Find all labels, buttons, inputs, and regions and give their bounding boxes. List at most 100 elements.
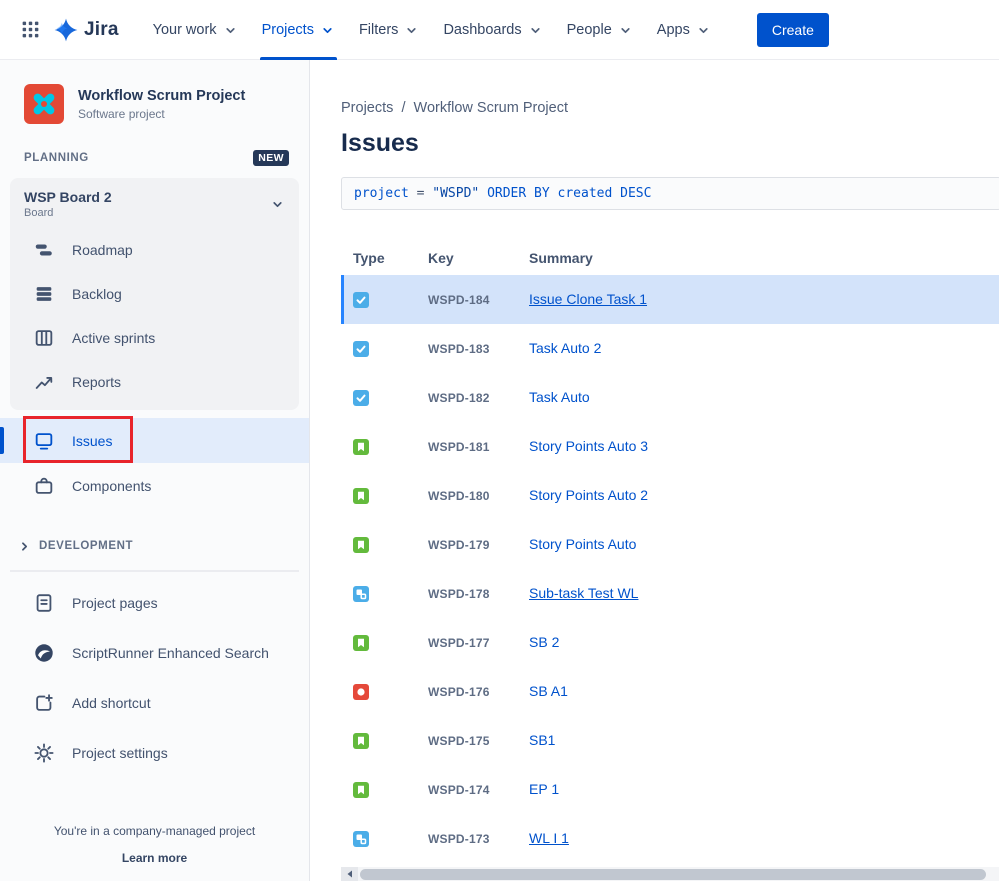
issue-link[interactable]: SB A1 — [529, 682, 568, 699]
sidebar-footer: You're in a company-managed project Lear… — [0, 824, 309, 865]
table-row[interactable]: WSPD-178 Sub-task Test WL — [341, 569, 999, 618]
sidebar-item-label: Issues — [72, 432, 113, 449]
table-row[interactable]: WSPD-183 Task Auto 2 — [341, 324, 999, 373]
issue-summary-cell: Story Points Auto — [529, 536, 999, 554]
issue-link[interactable]: WL I 1 — [529, 829, 569, 846]
issue-key: WSPD-176 — [428, 684, 490, 699]
sidebar-item-label: ScriptRunner Enhanced Search — [72, 645, 269, 661]
chevron-down-icon — [528, 23, 543, 38]
issue-summary-cell: WL I 1 — [529, 830, 999, 848]
issue-link[interactable]: EP 1 — [529, 780, 560, 797]
table-row[interactable]: WSPD-181 Story Points Auto 3 — [341, 422, 999, 471]
sidebar-item-components[interactable]: Components — [0, 463, 309, 508]
chevron-down-icon — [320, 23, 335, 38]
table-row[interactable]: WSPD-179 Story Points Auto — [341, 520, 999, 569]
sidebar-item-reports[interactable]: Reports — [10, 360, 299, 404]
issue-link[interactable]: SB1 — [529, 731, 556, 748]
project-avatar — [24, 84, 64, 124]
sidebar-item-active-sprints[interactable]: Active sprints — [10, 316, 299, 360]
learn-more-link[interactable]: Learn more — [121, 851, 188, 865]
sidebar-divider — [10, 570, 299, 572]
planning-section-header: PLANNING NEW — [0, 142, 309, 174]
issues-table: Type Key Summary WSPD-184 Issue Clone Task … — [341, 241, 999, 863]
breadcrumb-link-projects[interactable]: Projects — [341, 100, 394, 116]
issue-link[interactable]: Story Points Auto 3 — [529, 437, 649, 454]
issue-key: WSPD-179 — [428, 537, 490, 552]
sidebar-item-project-settings[interactable]: Project settings — [0, 728, 309, 778]
jql-query: project = "WSPD" ORDER BY created DESC — [354, 186, 651, 201]
breadcrumb: Projects / Workflow Scrum Project — [341, 100, 999, 116]
sidebar-item-backlog[interactable]: Backlog — [10, 272, 299, 316]
chevron-down-icon — [404, 23, 419, 38]
subtask-icon — [353, 830, 369, 847]
sidebar-tools: Project pages ScriptRunner Enhanced Searc… — [0, 578, 309, 778]
issue-link[interactable]: SB 2 — [529, 633, 560, 650]
issue-summary-cell: EP 1 — [529, 781, 999, 799]
issue-link[interactable]: Task Auto 2 — [529, 339, 602, 356]
nav-item-apps[interactable]: Apps — [653, 0, 715, 60]
board-selector[interactable]: WSP Board 2 Board — [10, 178, 299, 228]
issue-summary-cell: Story Points Auto 3 — [529, 438, 999, 456]
task-icon — [353, 389, 369, 406]
table-row[interactable]: WSPD-175 SB1 — [341, 716, 999, 765]
scrollbar-left-arrow-icon[interactable] — [341, 867, 358, 881]
issue-link[interactable]: Sub-task Test WL — [529, 584, 639, 601]
table-row[interactable]: WSPD-182 Task Auto — [341, 373, 999, 422]
pages-icon — [33, 592, 55, 614]
issue-type-cell — [353, 781, 428, 798]
sidebar-item-roadmap[interactable]: Roadmap — [10, 228, 299, 272]
scrollbar-thumb[interactable] — [360, 868, 986, 880]
table-row[interactable]: WSPD-180 Story Points Auto 2 — [341, 471, 999, 520]
sidebar-item-issues[interactable]: Issues — [0, 416, 309, 463]
sidebar-item-scriptrunner-enhanced-search[interactable]: ScriptRunner Enhanced Search — [0, 628, 309, 678]
primary-nav: Your work Projects Filters Dashboards People… — [149, 0, 731, 60]
board-panel: WSP Board 2 Board Roadmap Backlog Active s… — [10, 178, 299, 410]
project-name: Workflow Scrum Project — [78, 87, 246, 104]
issue-link[interactable]: Story Points Auto — [529, 535, 637, 552]
app-switcher-icon[interactable] — [20, 19, 41, 40]
nav-item-people[interactable]: People — [563, 0, 637, 60]
issue-link[interactable]: Task Auto — [529, 388, 590, 405]
chevron-down-icon[interactable] — [270, 197, 285, 212]
table-row[interactable]: WSPD-177 SB 2 — [341, 618, 999, 667]
issue-link[interactable]: Story Points Auto 2 — [529, 486, 649, 503]
issue-type-cell — [353, 291, 428, 308]
table-row[interactable]: WSPD-176 SB A1 — [341, 667, 999, 716]
horizontal-scrollbar[interactable] — [341, 867, 999, 881]
components-icon — [33, 475, 55, 497]
jql-search-input[interactable]: project = "WSPD" ORDER BY created DESC — [341, 177, 999, 210]
table-row[interactable]: WSPD-174 EP 1 — [341, 765, 999, 814]
breadcrumb-link-workflow-scrum-project[interactable]: Workflow Scrum Project — [413, 100, 568, 116]
column-header-type: Type — [353, 250, 385, 266]
nav-item-filters[interactable]: Filters — [355, 0, 423, 60]
reports-icon — [33, 371, 55, 393]
sidebar-item-project-pages[interactable]: Project pages — [0, 578, 309, 628]
issue-type-cell — [353, 585, 428, 602]
sidebar-item-label: Add shortcut — [72, 695, 151, 711]
sidebar-item-label: Project settings — [72, 745, 168, 761]
jira-logo[interactable]: Jira — [53, 17, 119, 43]
nav-item-dashboards[interactable]: Dashboards — [439, 0, 546, 60]
sidebar-item-add-shortcut[interactable]: Add shortcut — [0, 678, 309, 728]
development-section[interactable]: DEVELOPMENT — [0, 536, 309, 556]
sidebar-item-label: Roadmap — [72, 242, 133, 258]
table-row[interactable]: WSPD-184 Issue Clone Task 1 — [341, 275, 999, 324]
nav-item-your-work[interactable]: Your work — [149, 0, 242, 60]
issue-key: WSPD-184 — [428, 292, 490, 307]
issue-type-cell — [353, 830, 428, 847]
jql-token: created — [557, 186, 613, 201]
chevron-down-icon — [618, 23, 633, 38]
story-icon — [353, 536, 369, 553]
sidebar-item-label: Project pages — [72, 595, 158, 611]
issues-icon — [33, 430, 55, 452]
table-row[interactable]: WSPD-173 WL I 1 — [341, 814, 999, 863]
issue-type-cell — [353, 732, 428, 749]
create-button[interactable]: Create — [756, 12, 829, 47]
nav-item-projects[interactable]: Projects — [258, 0, 339, 60]
issue-link[interactable]: Issue Clone Task 1 — [529, 290, 648, 307]
project-header: Workflow Scrum Project Software project — [0, 60, 309, 142]
sidebar-item-label: Backlog — [72, 286, 122, 302]
issue-type-cell — [353, 487, 428, 504]
issue-key: WSPD-174 — [428, 782, 490, 797]
